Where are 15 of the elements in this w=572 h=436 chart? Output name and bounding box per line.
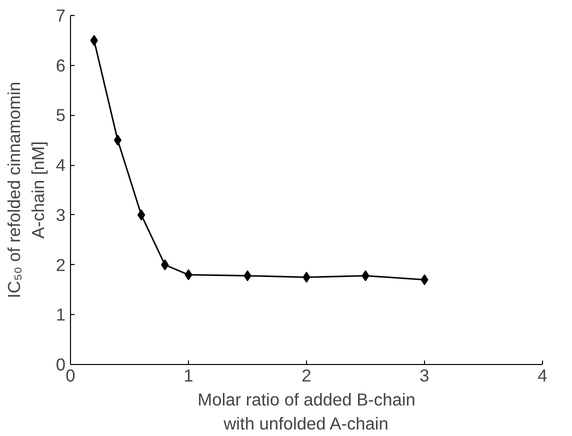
x-tick-label: 3: [420, 366, 430, 386]
y-tick-label: 5: [56, 105, 66, 126]
x-tick-label: 1: [184, 366, 194, 386]
x-tick-label: 4: [538, 366, 548, 386]
y-tick-label: 4: [56, 155, 66, 176]
y-tick-label: 3: [56, 204, 66, 225]
x-tick-label: 2: [302, 366, 312, 386]
y-tick-label: 1: [56, 304, 66, 325]
y-tick-label: 2: [56, 254, 66, 275]
y-tick-label: 6: [56, 55, 66, 76]
x-axis-title: Molar ratio of added B-chain with unfolded A-chain: [198, 390, 416, 434]
point: [114, 134, 122, 146]
y-axis-title: IC₅₀ of refolded cinnamomin A-chain [nM]: [4, 82, 48, 298]
point: [137, 209, 146, 220]
y-tick-label: 7: [56, 6, 66, 26]
